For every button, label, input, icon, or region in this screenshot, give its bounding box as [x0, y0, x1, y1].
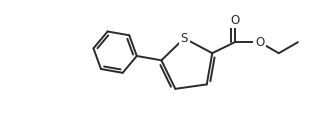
Text: O: O: [255, 36, 264, 49]
Text: S: S: [181, 32, 188, 45]
Text: O: O: [230, 14, 239, 27]
